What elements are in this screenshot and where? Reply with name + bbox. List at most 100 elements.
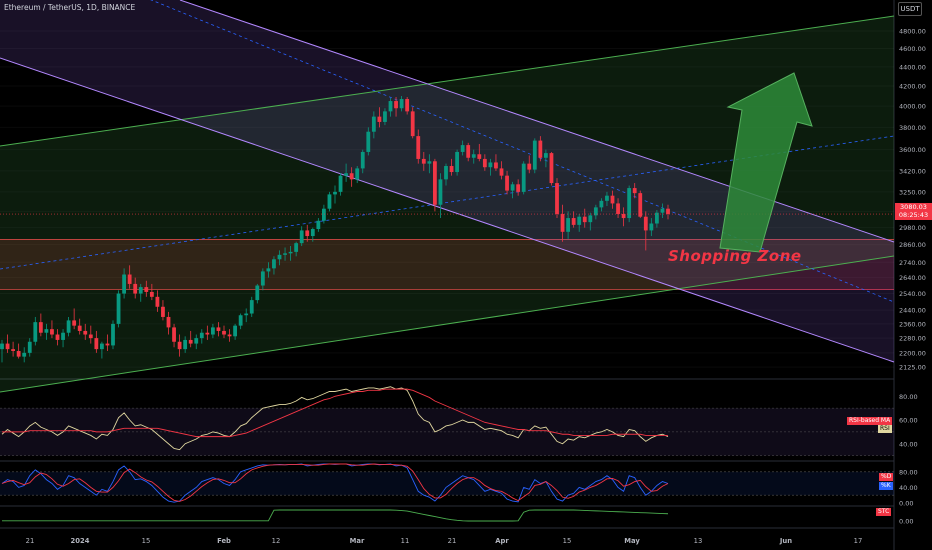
candle-body [399, 99, 404, 109]
candle-body [66, 320, 71, 333]
chart-title: Ethereum / TetherUS, 1D, BINANCE [4, 3, 136, 12]
time-tick-label: 15 [563, 537, 572, 545]
candle-body [211, 327, 215, 335]
price-tick-label: 2125.00 [899, 364, 926, 372]
time-tick-label: 2024 [71, 537, 90, 545]
candle-body [322, 208, 326, 221]
candle [638, 190, 643, 219]
candle-body [172, 327, 176, 342]
candle-body [638, 193, 643, 217]
candle-body [166, 316, 171, 328]
candle [371, 111, 376, 139]
candle-body [233, 325, 237, 337]
candle [138, 283, 143, 302]
candle-body [666, 208, 670, 215]
candle-body [588, 215, 593, 223]
candle-body [5, 343, 10, 350]
candle [599, 198, 604, 212]
candle-body [260, 271, 265, 286]
candle [294, 241, 299, 257]
candle [360, 149, 365, 174]
candle [222, 325, 226, 339]
candle [322, 204, 326, 224]
rsi-ma-line [2, 388, 668, 438]
candle-body [266, 268, 271, 272]
candle [22, 347, 27, 363]
price-tick-label: 2860.00 [899, 241, 926, 249]
candle-body [116, 293, 121, 324]
price-axis: 4800.00 4600.00 4400.00 4200.00 4000.00 3800.… [899, 27, 926, 525]
candle-body [621, 214, 626, 219]
candle-body [283, 253, 287, 255]
time-tick-label: 21 [448, 537, 457, 545]
candle [355, 166, 360, 184]
candle [83, 323, 88, 340]
candle-body [660, 208, 665, 213]
rsi-ma-tag: RSI-based MA [847, 417, 893, 425]
candle [122, 268, 126, 299]
candle [272, 256, 276, 275]
candle [488, 158, 493, 176]
price-tick-label: 3600.00 [899, 146, 926, 154]
candle [505, 170, 509, 195]
candle-body [122, 274, 126, 294]
last-price-tag: 3080.03 08:25:43 [895, 203, 932, 220]
candle-body [16, 350, 21, 357]
price-tick-label: 2640.00 [899, 274, 926, 282]
candle-body [433, 161, 437, 205]
candle-body [516, 184, 521, 192]
candle-body [349, 173, 354, 180]
stoch-tick-label-zero: 0.00 [899, 500, 913, 508]
candle [27, 338, 32, 357]
candle [149, 283, 154, 301]
candle-body [144, 287, 149, 292]
candle [660, 203, 665, 219]
candle [310, 227, 315, 242]
time-tick-label: 12 [272, 537, 281, 545]
candle [44, 323, 49, 340]
candle [144, 280, 149, 297]
candle [643, 211, 648, 251]
candle-body [161, 306, 165, 317]
candle-body [227, 334, 232, 337]
candle-body [383, 111, 387, 122]
candle [38, 313, 43, 337]
candle-body [149, 291, 154, 297]
candle [499, 161, 504, 180]
price-tick-label: 2200.00 [899, 349, 926, 357]
candle [61, 329, 65, 348]
candle-body [222, 330, 226, 335]
arrow-shape [719, 72, 813, 253]
candle [227, 329, 232, 342]
candle-body [72, 320, 77, 326]
time-tick-label: 11 [401, 537, 410, 545]
price-tick-label: 2440.00 [899, 307, 926, 315]
candle [655, 210, 659, 228]
candle-body [216, 327, 221, 331]
candle [255, 283, 260, 304]
candle [66, 316, 71, 337]
candle-body [416, 136, 421, 159]
candle-body [299, 230, 304, 244]
candle-body [88, 334, 93, 339]
candle [288, 246, 293, 261]
candle-body [577, 216, 582, 225]
candle [610, 190, 615, 209]
green-channel-bottom [0, 255, 895, 393]
candle [466, 142, 471, 162]
candle [416, 129, 421, 164]
candle-body [44, 329, 49, 333]
price-tick-label: 4800.00 [899, 27, 926, 35]
candle [438, 173, 443, 219]
candle-body [0, 343, 4, 350]
price-tick-label: 3800.00 [899, 124, 926, 132]
currency-unit-button[interactable]: USDT [898, 2, 922, 16]
candle-body [38, 322, 43, 333]
candle-body [643, 216, 648, 231]
candle-body [593, 207, 598, 216]
candle [299, 226, 304, 247]
last-price-value: 3080.03 [900, 203, 927, 211]
price-tick-label: 2740.00 [899, 259, 926, 267]
candle-body [471, 154, 476, 158]
